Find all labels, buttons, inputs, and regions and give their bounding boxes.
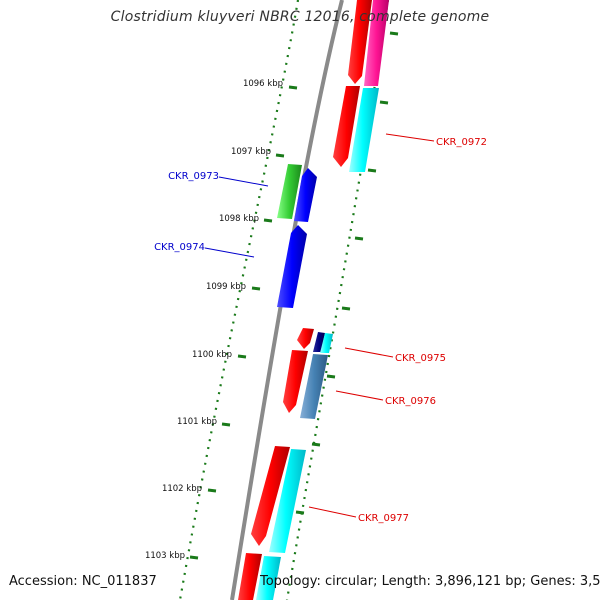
gene-label-ckr-0973[interactable]: CKR_0973: [168, 171, 219, 182]
genome-summary-text: Topology: circular; Length: 3,896,121 bp…: [260, 574, 600, 589]
minus-strand-genes: [277, 164, 317, 308]
gene-bar-magenta[interactable]: [364, 0, 389, 86]
callout-line: [308, 506, 357, 518]
major-ticks-inner: [189, 85, 298, 560]
callout-line: [344, 347, 394, 358]
tick-labels: 1096 kbp 1097 kbp 1098 kbp 1099 kbp 1100…: [145, 79, 283, 561]
map-title: Clostridium kluyveri NBRC 12016, complet…: [110, 9, 490, 25]
gene-arrow-red[interactable]: [283, 350, 308, 413]
gene-arrow-red[interactable]: [297, 328, 314, 349]
callout-line: [218, 176, 269, 187]
tick-label: 1099 kbp: [206, 282, 246, 292]
gene-arrow-red[interactable]: [251, 446, 290, 546]
tick-label: 1097 kbp: [231, 147, 271, 157]
gene-arrow-red[interactable]: [333, 86, 360, 167]
plus-strand-cog-genes: [256, 0, 389, 600]
gene-arrow-blue[interactable]: [277, 225, 307, 308]
gene-arrow-red[interactable]: [238, 553, 262, 600]
gene-bar-cyan[interactable]: [349, 88, 379, 172]
tick-label: 1101 kbp: [177, 417, 217, 427]
gene-arrow-blue[interactable]: [294, 168, 317, 222]
callout-line: [385, 133, 435, 142]
tick-label: 1100 kbp: [192, 350, 232, 360]
major-ticks-outer: [295, 31, 399, 515]
gene-label-ckr-0972[interactable]: CKR_0972: [436, 137, 487, 148]
plus-strand-genes: [238, 0, 372, 600]
tick-label: 1098 kbp: [219, 214, 259, 224]
gene-bar-cyan[interactable]: [256, 556, 281, 600]
gene-arrow-red[interactable]: [348, 0, 372, 84]
gene-bar-steel[interactable]: [300, 354, 328, 419]
accession-text: Accession: NC_011837: [9, 574, 157, 589]
gene-label-ckr-0974[interactable]: CKR_0974: [154, 242, 205, 253]
gene-bar-cyan[interactable]: [269, 449, 306, 553]
callout-lines: [204, 133, 435, 518]
gene-labels: CKR_0972 CKR_0973 CKR_0974 CKR_0975 CKR_…: [154, 137, 487, 524]
tick-label: 1103 kbp: [145, 551, 185, 561]
tick-label: 1102 kbp: [162, 484, 202, 494]
callout-line: [335, 390, 384, 401]
gene-label-ckr-0977[interactable]: CKR_0977: [358, 513, 409, 524]
gene-bar-green[interactable]: [277, 164, 302, 219]
gene-label-ckr-0975[interactable]: CKR_0975: [395, 353, 446, 364]
gene-bar-cyan[interactable]: [320, 333, 333, 353]
gene-label-ckr-0976[interactable]: CKR_0976: [385, 396, 436, 407]
tick-label: 1096 kbp: [243, 79, 283, 89]
callout-line: [204, 247, 255, 258]
